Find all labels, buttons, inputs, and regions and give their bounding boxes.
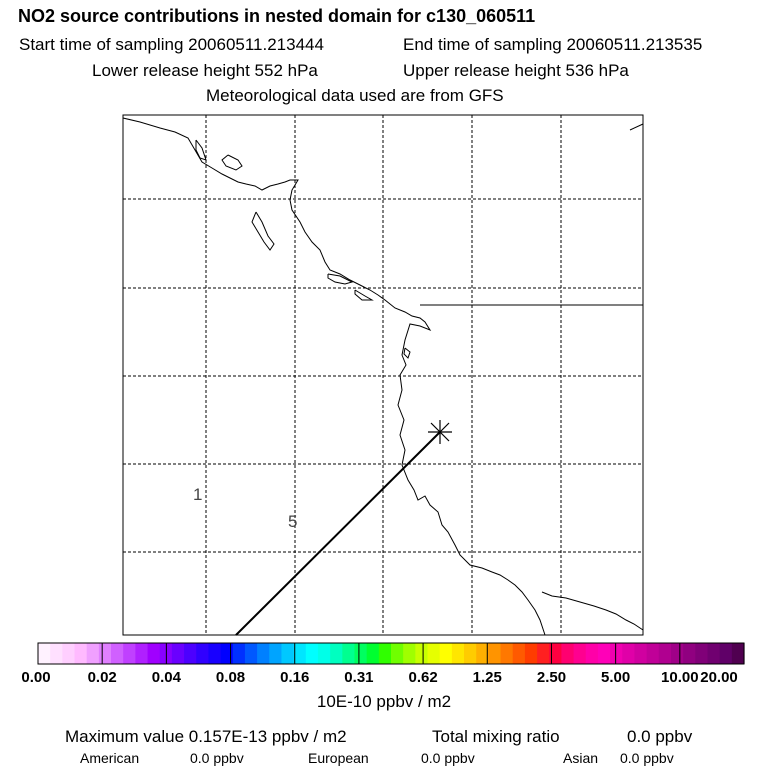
region-value: 0.0 ppbv <box>620 750 674 766</box>
colorbar-swatch <box>500 643 514 664</box>
region-name: European <box>308 750 369 766</box>
colorbar-swatch <box>38 643 51 664</box>
total-mixing-label: Total mixing ratio <box>432 727 560 746</box>
colorbar-tick-label: 0.62 <box>408 669 438 686</box>
region-name: American <box>80 750 140 766</box>
colorbar-swatch <box>74 643 88 664</box>
colorbar-swatch <box>269 643 283 664</box>
colorbar-swatch <box>86 643 100 664</box>
colorbar-frame <box>37 642 745 665</box>
colorbar-swatch <box>683 643 696 664</box>
colorbar-swatch <box>366 643 380 664</box>
colorbar-swatch <box>549 643 563 664</box>
colorbar-swatch <box>171 643 185 664</box>
colorbar-swatch <box>707 643 721 664</box>
colorbar-tick-label: 20.00 <box>700 669 738 686</box>
colorbar-tick-label: 0.08 <box>215 669 246 686</box>
colorbar-swatch <box>98 643 112 664</box>
colorbar-swatch <box>196 643 210 664</box>
colorbar-swatch <box>561 643 575 664</box>
colorbar-swatch <box>597 643 611 664</box>
colorbar-swatch <box>135 643 149 664</box>
colorbar-swatch <box>293 643 307 664</box>
colorbar-swatch <box>111 643 124 664</box>
colorbar-units: 10E-10 ppbv / m2 <box>316 692 452 711</box>
colorbar-swatch <box>317 643 331 664</box>
colorbar-swatch <box>391 643 404 664</box>
colorbar-swatch <box>220 643 234 664</box>
page-title: NO2 source contributions in nested domai… <box>18 6 536 26</box>
colorbar-tick-label: 2.50 <box>536 669 567 686</box>
colorbar-swatch <box>330 643 343 664</box>
trajectory-line <box>235 431 441 636</box>
colorbar-swatch <box>257 643 270 664</box>
total-mixing-value: 0.0 ppbv <box>627 727 693 746</box>
colorbar-swatch <box>464 643 477 664</box>
colorbar-swatch <box>62 643 76 664</box>
map-grid <box>123 115 643 635</box>
asterisk-icon <box>428 420 452 444</box>
colorbar-swatch <box>512 643 526 664</box>
colorbar-swatch <box>147 643 161 664</box>
colorbar-swatch <box>232 643 246 664</box>
colorbar-swatch <box>622 643 636 664</box>
colorbar <box>37 642 745 665</box>
colorbar-swatch <box>50 643 63 664</box>
colorbar-swatch <box>524 643 538 664</box>
colorbar-swatch <box>646 643 660 664</box>
coastline <box>122 117 644 636</box>
colorbar-tick-label: 10.00 <box>661 669 699 686</box>
colorbar-swatch <box>342 643 356 664</box>
colorbar-swatch <box>378 643 392 664</box>
colorbar-tick-label: 1.25 <box>472 669 502 686</box>
max-value: Maximum value 0.157E-13 ppbv / m2 <box>65 727 347 746</box>
colorbar-swatch <box>670 643 684 664</box>
colorbar-swatch <box>184 643 197 664</box>
region-name: Asian <box>563 750 599 766</box>
colorbar-swatch <box>439 643 453 664</box>
colorbar-swatch <box>488 643 502 664</box>
colorbar-swatch <box>695 643 709 664</box>
colorbar-swatch <box>415 643 429 664</box>
colorbar-swatch <box>305 643 319 664</box>
colorbar-tick-label: 0.31 <box>344 669 374 686</box>
colorbar-swatch <box>281 643 295 664</box>
met-data-note: Meteorological data used are from GFS <box>206 86 504 105</box>
colorbar-swatch <box>658 643 672 664</box>
colorbar-swatch <box>537 643 550 664</box>
colorbar-swatch <box>427 643 441 664</box>
region-value: 0.0 ppbv <box>190 750 244 766</box>
colorbar-swatch <box>123 643 136 664</box>
colorbar-swatch <box>476 643 489 664</box>
colorbar-swatch <box>208 643 222 664</box>
colorbar-swatch <box>719 643 733 664</box>
contour-label: 1 <box>193 485 202 504</box>
end-time: End time of sampling 20060511.213535 <box>403 35 703 54</box>
lower-release-height: Lower release height 552 hPa <box>92 61 318 80</box>
colorbar-tick-label: 0.00 <box>21 669 51 686</box>
colorbar-tick-label: 0.02 <box>87 669 117 686</box>
colorbar-swatch <box>573 643 587 664</box>
colorbar-swatch <box>403 643 416 664</box>
colorbar-swatch <box>244 643 258 664</box>
map-frame <box>122 114 644 636</box>
colorbar-swatch <box>451 643 465 664</box>
colorbar-swatch <box>585 643 599 664</box>
colorbar-swatch <box>354 643 368 664</box>
region-value: 0.0 ppbv <box>421 750 475 766</box>
upper-release-height: Upper release height 536 hPa <box>403 61 629 80</box>
contour-label: 5 <box>288 512 297 531</box>
colorbar-swatch <box>731 643 745 664</box>
colorbar-swatch <box>610 643 623 664</box>
colorbar-tick-label: 0.04 <box>151 669 181 686</box>
colorbar-tick-label: 5.00 <box>601 669 631 686</box>
colorbar-tick-label: 0.16 <box>280 669 310 686</box>
start-time: Start time of sampling 20060511.213444 <box>19 35 324 54</box>
colorbar-swatch <box>634 643 648 664</box>
